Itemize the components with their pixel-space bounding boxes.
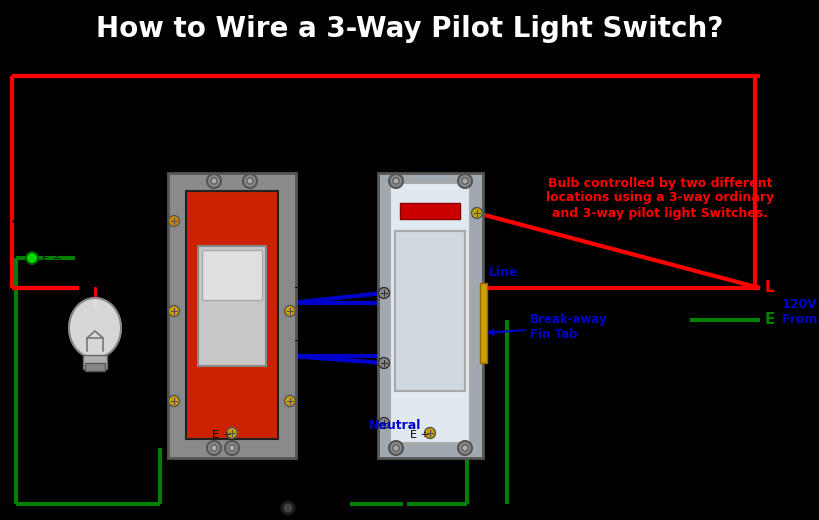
Circle shape xyxy=(168,215,179,227)
Circle shape xyxy=(388,441,402,455)
Bar xyxy=(83,355,106,369)
Circle shape xyxy=(378,418,389,428)
Text: Bulb controlled by two different
locations using a 3-way ordinary
and 3-way pilo: Bulb controlled by two different locatio… xyxy=(545,176,773,219)
Text: L: L xyxy=(764,280,774,295)
Circle shape xyxy=(378,288,389,298)
Circle shape xyxy=(471,207,482,218)
Bar xyxy=(186,191,278,439)
Bar xyxy=(378,173,482,458)
Circle shape xyxy=(206,441,221,455)
Bar xyxy=(168,173,296,458)
Circle shape xyxy=(424,427,435,438)
Circle shape xyxy=(206,174,221,188)
Circle shape xyxy=(461,445,468,451)
Circle shape xyxy=(242,174,256,188)
Circle shape xyxy=(278,499,296,517)
Text: E ÷: E ÷ xyxy=(42,254,61,264)
Circle shape xyxy=(226,427,238,438)
Circle shape xyxy=(378,358,389,369)
Circle shape xyxy=(388,174,402,188)
Text: 120V
From CB: 120V From CB xyxy=(781,298,819,326)
Bar xyxy=(390,183,469,443)
Circle shape xyxy=(247,178,253,184)
Text: Traveler  2: Traveler 2 xyxy=(295,340,354,350)
Circle shape xyxy=(458,441,472,455)
Text: N: N xyxy=(764,328,776,343)
Circle shape xyxy=(461,178,468,184)
Circle shape xyxy=(210,178,217,184)
Circle shape xyxy=(224,441,238,455)
Text: How to Wire a 3-Way Pilot Light Switch?: How to Wire a 3-Way Pilot Light Switch? xyxy=(96,15,723,43)
Bar xyxy=(201,250,262,300)
Circle shape xyxy=(168,396,179,407)
Circle shape xyxy=(458,174,472,188)
Bar xyxy=(197,246,265,366)
Text: Break-away
Fin Tab: Break-away Fin Tab xyxy=(488,313,607,341)
Circle shape xyxy=(210,445,217,451)
Text: Line: Line xyxy=(488,266,518,279)
Polygon shape xyxy=(69,298,121,358)
Circle shape xyxy=(168,305,179,317)
Circle shape xyxy=(283,503,292,513)
Text: Neutral: Neutral xyxy=(369,419,421,432)
Bar xyxy=(400,203,459,219)
Bar xyxy=(85,363,105,371)
Circle shape xyxy=(284,305,295,317)
Text: E: E xyxy=(764,312,775,327)
Circle shape xyxy=(392,178,399,184)
Circle shape xyxy=(392,445,399,451)
Text: E ÷: E ÷ xyxy=(410,430,429,440)
Bar xyxy=(395,231,464,391)
Circle shape xyxy=(229,445,235,451)
Text: Bulb Controlled
by two, 3-Way
Switches from 2
diff. locations.: Bulb Controlled by two, 3-Way Switches f… xyxy=(33,408,127,466)
Circle shape xyxy=(284,396,295,407)
Text: 3-Way Normal
Switch: 3-Way Normal Switch xyxy=(183,127,281,155)
Text: 3-Way Pilot
Light Switch: 3-Way Pilot Light Switch xyxy=(387,127,473,155)
Text: E ÷: E ÷ xyxy=(212,430,232,440)
Circle shape xyxy=(26,252,38,264)
Text: Traveler 1: Traveler 1 xyxy=(295,287,350,297)
Bar xyxy=(479,283,486,363)
